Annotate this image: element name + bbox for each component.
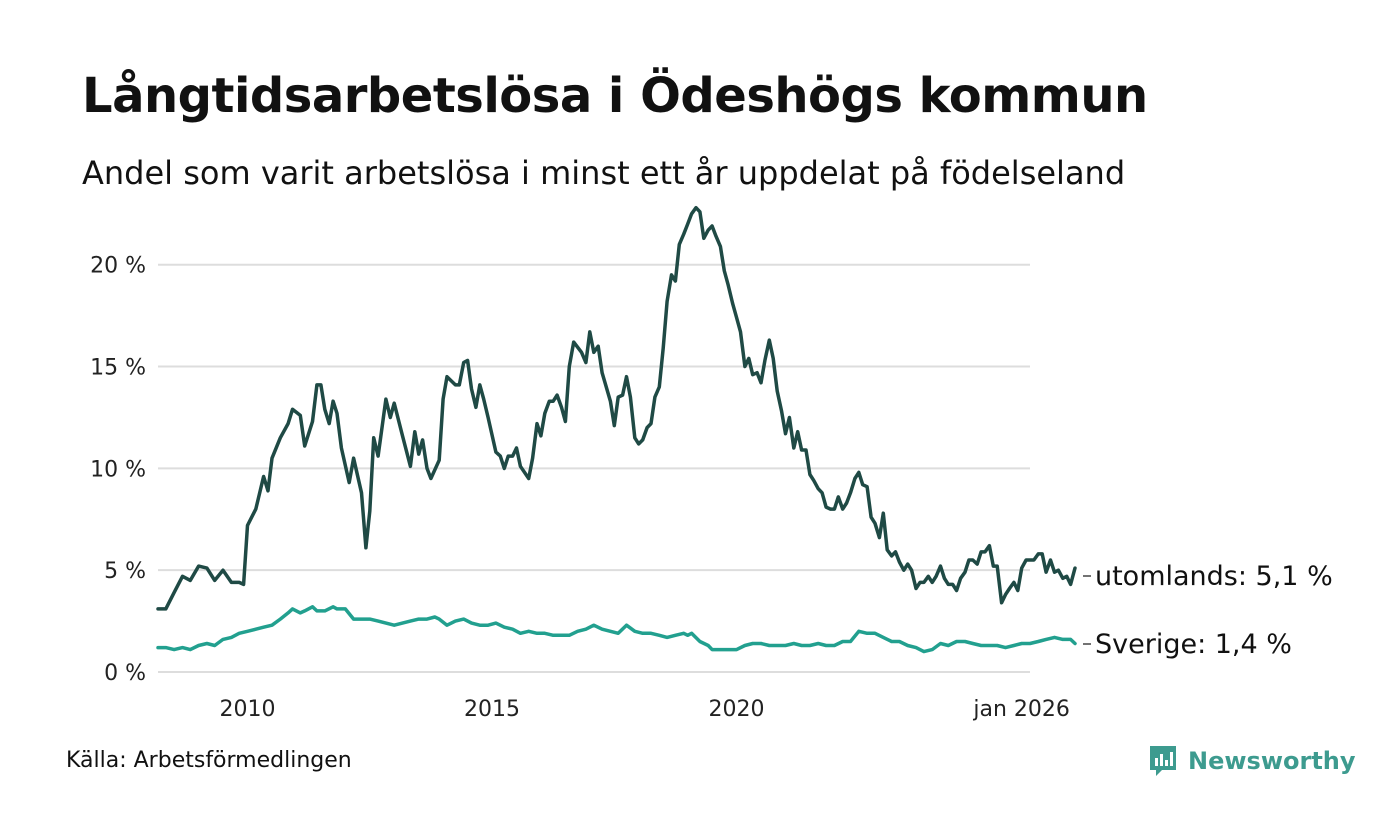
brand-name: Newsworthy (1188, 747, 1356, 775)
series-line-sverige (156, 605, 1077, 654)
y-tick-label: 15 % (90, 356, 146, 381)
x-tick-label: 2020 (709, 697, 765, 722)
y-tick-label: 20 % (90, 254, 146, 279)
x-tick-label: jan 2026 (972, 697, 1070, 722)
x-tick-label: 2010 (219, 697, 275, 722)
end-label-utomlands: utomlands: 5,1 % (1095, 561, 1333, 592)
x-axis: 2010 2015 2020 jan 2026 (219, 697, 1069, 722)
series-end-labels: utomlands: 5,1 % Sverige: 1,4 % (1082, 561, 1333, 660)
y-tick-label: 0 % (104, 661, 146, 686)
y-tick-label: 10 % (90, 457, 146, 482)
brand-logo: Newsworthy (1148, 744, 1356, 778)
y-tick-label: 5 % (104, 559, 146, 584)
chart-title: Långtidsarbetslösa i Ödeshögs kommun (82, 68, 1148, 124)
chart-subtitle: Andel som varit arbetslösa i minst ett å… (82, 154, 1126, 192)
end-label-sverige: Sverige: 1,4 % (1095, 629, 1292, 660)
newsworthy-logo-icon (1150, 746, 1176, 776)
source-note: Källa: Arbetsförmedlingen (66, 748, 352, 773)
series-line-utomlands (156, 205, 1077, 611)
y-axis: 0 % 5 % 10 % 15 % 20 % (90, 254, 146, 686)
series-lines (156, 205, 1077, 654)
gridlines (158, 263, 1030, 673)
x-tick-label: 2015 (464, 697, 520, 722)
